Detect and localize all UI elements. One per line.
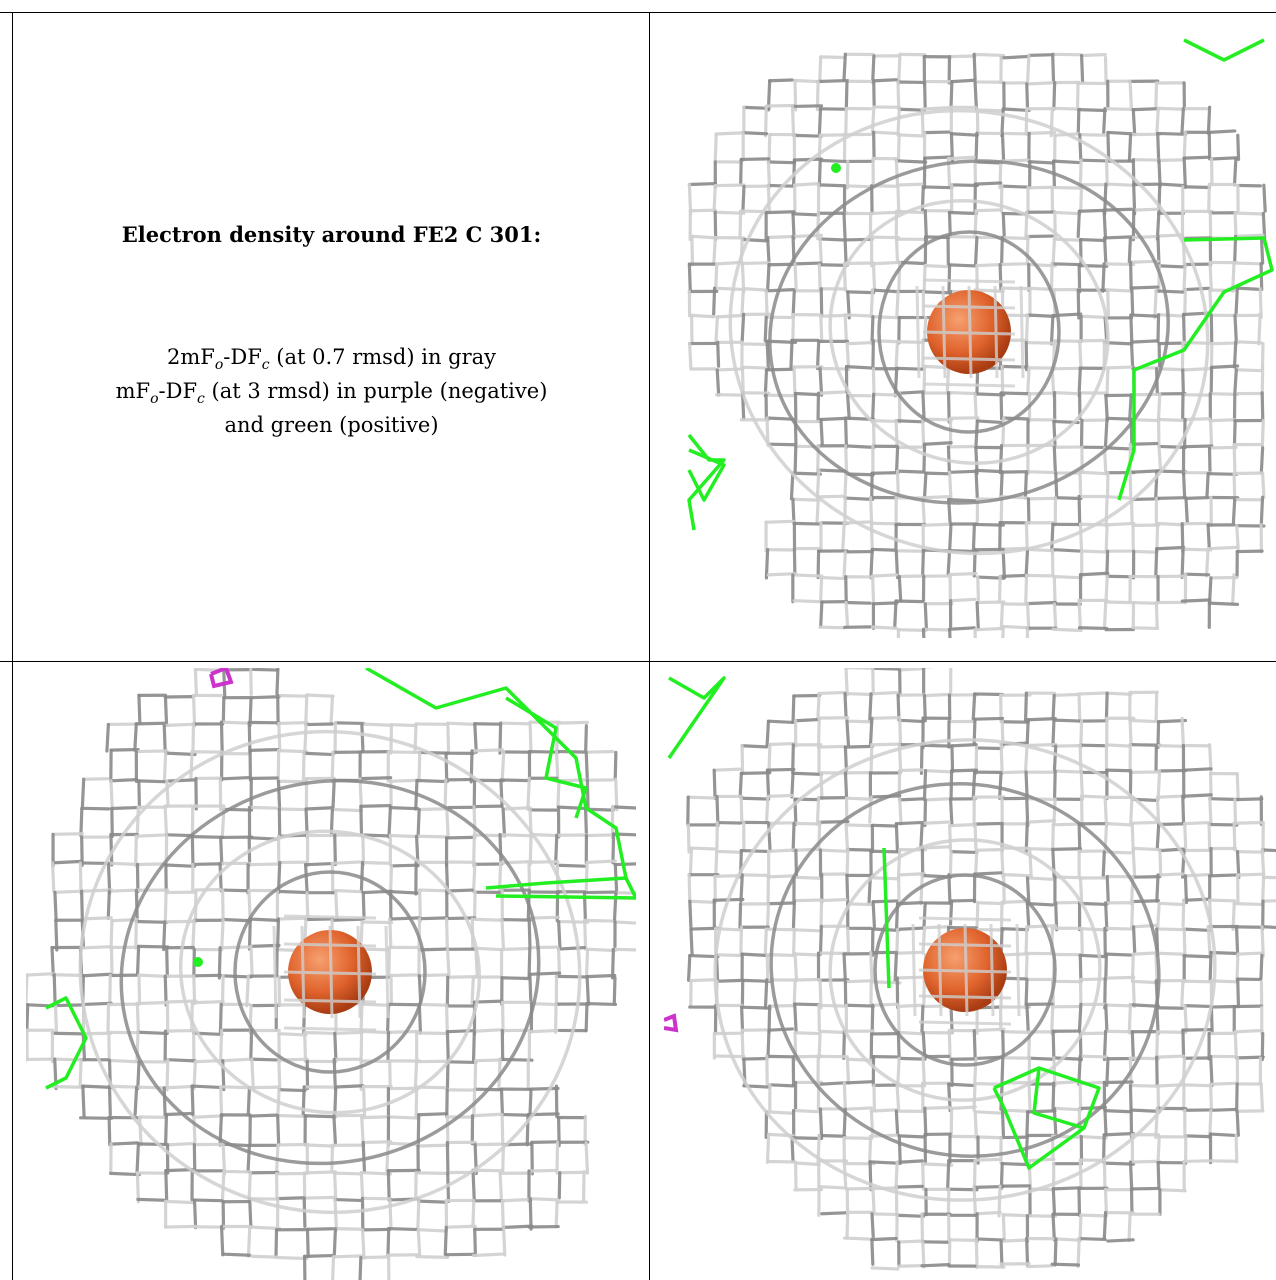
negative-density-purple <box>664 1016 676 1030</box>
density-mesh-bottom-right <box>664 668 1276 1280</box>
frame-middle <box>0 661 1276 662</box>
caption-body: 2mFo-DFc (at 0.7 rmsd) in gray mFo-DFc (… <box>14 340 649 442</box>
mesh-over-atom <box>917 280 1023 386</box>
negative-density-purple <box>211 668 231 686</box>
density-view-bottom-right <box>664 668 1276 1280</box>
positive-density-green <box>1184 40 1264 60</box>
frame-center <box>649 12 650 1280</box>
density-view-bottom-left <box>26 668 636 1280</box>
positive-peak-dot <box>831 163 841 173</box>
frame-left <box>12 12 13 1280</box>
frame-top <box>0 12 1276 13</box>
caption-line-2: mFo-DFc (at 3 rmsd) in purple (negative) <box>14 374 649 408</box>
density-mesh-bottom-left <box>26 668 636 1280</box>
caption-line-3: and green (positive) <box>14 408 649 442</box>
caption-title: Electron density around FE2 C 301: <box>14 222 649 247</box>
caption-line-1: 2mFo-DFc (at 0.7 rmsd) in gray <box>14 340 649 374</box>
caption-cell: Electron density around FE2 C 301: 2mFo-… <box>14 14 649 660</box>
density-view-top-right <box>664 30 1276 638</box>
positive-density-green <box>884 848 889 988</box>
mesh-over-atom <box>274 916 388 1030</box>
density-mesh-top-right <box>664 30 1276 638</box>
positive-peak-dot <box>193 957 203 967</box>
positive-density-green <box>669 678 724 758</box>
